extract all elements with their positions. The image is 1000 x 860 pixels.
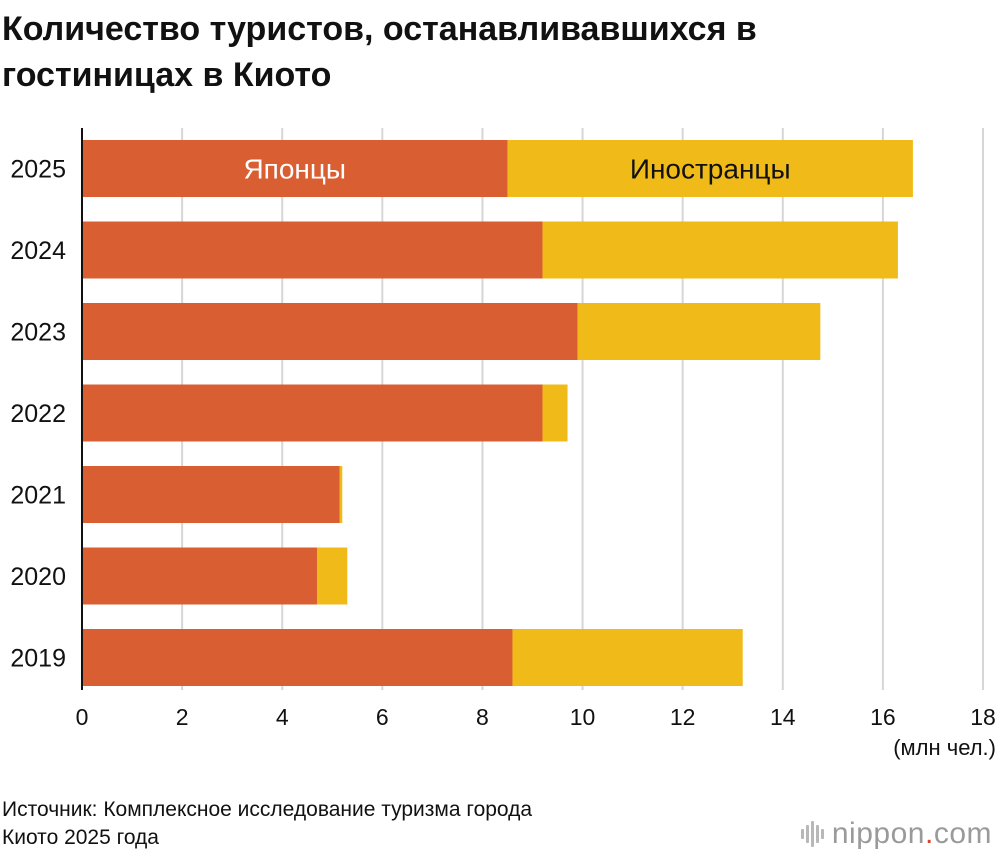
x-tick-label: 12	[670, 704, 696, 730]
bar-chart: 2025 2024 2023 2022 2021 2020 2019 Японцы Иностр…	[10, 128, 996, 760]
bar-2021-series-1	[339, 466, 343, 523]
bar-2023-series-1	[577, 303, 821, 360]
brand-name: nippon	[831, 817, 925, 850]
source-note: Источник: Комплексное исследование туриз…	[2, 796, 702, 852]
x-tick-label: 0	[76, 704, 89, 730]
axes: 0 2 4 6 8 10 12 14 16 18 (млн чел.)	[76, 128, 996, 760]
bar-2024-series-1	[542, 221, 898, 279]
brand-tld: com	[933, 817, 992, 850]
chart-title: Количество туристов, останавливавшихся в…	[2, 6, 992, 98]
y-tick-label: 2022	[10, 400, 66, 428]
bar-2025-series-0	[82, 140, 508, 197]
y-tick-label: 2019	[10, 645, 66, 673]
bar-2024-series-0	[82, 221, 543, 279]
brand-dot: .	[924, 817, 934, 850]
legend-label-foreign: Иностранцы	[630, 154, 791, 185]
bar-2025-series-1	[507, 140, 913, 197]
bar-2022-series-0	[82, 384, 543, 442]
bar-2020-series-1	[317, 547, 348, 605]
bar-2020-series-0	[82, 547, 318, 605]
legend-label-japanese: Японцы	[243, 154, 346, 185]
bar-2019-series-1	[512, 629, 743, 686]
y-tick-label: 2020	[10, 563, 66, 591]
y-tick-label: 2023	[10, 319, 66, 347]
brand-logo[interactable]: nippon.com	[800, 810, 992, 858]
brand-text: nippon.com	[832, 817, 992, 851]
source-line-2: Киото 2025 года	[2, 826, 159, 849]
bar-2022-series-1	[542, 384, 568, 442]
bar-2019-series-0	[82, 629, 513, 686]
bar-2023-series-0	[82, 303, 578, 360]
bars	[82, 140, 913, 686]
x-tick-label: 10	[570, 704, 596, 730]
source-line-1: Источник: Комплексное исследование туриз…	[2, 798, 533, 821]
chart-title-line-2: гостиницах в Киото	[2, 56, 332, 94]
x-tick-label: 18	[970, 704, 996, 730]
bar-2021-series-0	[82, 466, 340, 523]
x-tick-label: 8	[476, 704, 489, 730]
x-tick-label: 4	[276, 704, 289, 730]
chart-title-line-1: Количество туристов, останавливавшихся в	[2, 10, 757, 48]
brand-bars-icon	[800, 821, 826, 847]
x-tick-label: 16	[870, 704, 896, 730]
x-tick-label: 14	[770, 704, 796, 730]
labels: 2025 2024 2023 2022 2021 2020 2019 Японцы Иностр…	[10, 154, 790, 673]
y-tick-label: 2024	[10, 237, 66, 265]
x-tick-label: 6	[376, 704, 389, 730]
y-tick-label: 2025	[10, 156, 66, 184]
y-tick-label: 2021	[10, 482, 66, 510]
x-tick-label: 2	[176, 704, 189, 730]
x-axis-unit-label: (млн чел.)	[893, 735, 996, 760]
